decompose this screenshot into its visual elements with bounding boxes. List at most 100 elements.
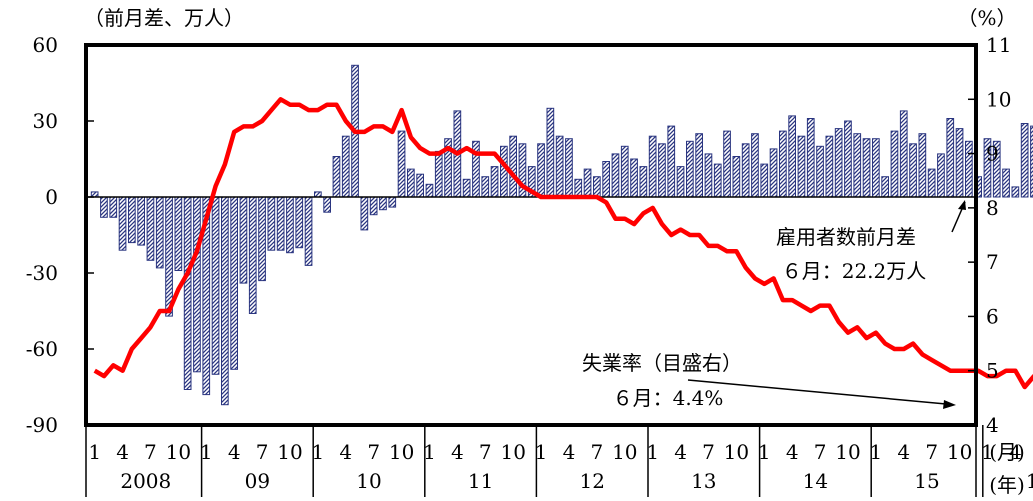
employment-bar — [304, 196, 313, 266]
year-label: 2008 — [120, 469, 171, 493]
unemployment-annotation-leader — [687, 379, 947, 405]
employment-bar — [602, 161, 610, 198]
employment-bar — [769, 148, 778, 198]
employment-bar — [704, 153, 713, 198]
employment-bar — [100, 196, 108, 218]
year-axis-unit: (年) — [989, 473, 1025, 497]
year-label: 10 — [356, 469, 381, 493]
employment-bar — [323, 196, 331, 213]
month-tick-label: 7 — [479, 440, 492, 464]
employment-bar — [416, 173, 424, 198]
employment-bar — [490, 166, 499, 198]
employment-bar — [295, 196, 304, 249]
employment-bar — [397, 130, 406, 198]
employment-bar — [955, 128, 964, 198]
unemployment-annotation-arrowhead — [943, 400, 956, 409]
employment-bar — [667, 125, 676, 198]
employment-bar — [760, 163, 769, 198]
employment-bar — [193, 196, 201, 373]
employment-bar — [574, 178, 583, 198]
employment-bar — [239, 196, 248, 284]
year-label: 09 — [245, 469, 270, 493]
employment-bar — [779, 130, 787, 198]
employment-bar — [211, 196, 220, 375]
month-axis-unit: (月) — [989, 440, 1025, 464]
employment-bar — [341, 135, 350, 198]
employment-bar — [723, 130, 731, 198]
month-tick-label: 4 — [563, 440, 576, 464]
month-tick-label: 10 — [389, 440, 414, 464]
employment-bar — [434, 150, 443, 198]
month-tick-label: 1 — [981, 440, 994, 464]
employment-bar — [620, 145, 629, 198]
employment-bar — [862, 138, 871, 198]
right-tick-label: 10 — [986, 87, 1011, 111]
employment-bar — [407, 168, 415, 198]
month-tick-label: 1 — [88, 440, 101, 464]
employment-annotation-arrowhead — [958, 200, 966, 210]
right-axis-unit: （%） — [957, 6, 1016, 30]
left-tick-label: -60 — [26, 337, 58, 361]
employment-bar — [937, 153, 945, 198]
left-tick-label: 60 — [33, 33, 58, 57]
employment-bar — [258, 196, 266, 282]
axis-ticks: 60 30 0 -30 -60 -90 11 10 9 8 7 6 5 4 — [26, 33, 1012, 437]
employment-bar — [118, 196, 127, 251]
employment-bar — [565, 138, 573, 198]
month-tick-label: 4 — [674, 440, 687, 464]
employment-bar — [816, 145, 824, 198]
employment-bar — [611, 153, 620, 198]
month-tick-label: 1 — [758, 440, 771, 464]
employment-bar — [546, 107, 555, 198]
employment-bar — [741, 143, 750, 198]
employment-bar — [379, 196, 387, 211]
month-tick-label: 10 — [724, 440, 749, 464]
employment-bar — [639, 166, 648, 198]
employment-bar — [90, 191, 99, 198]
employment-bar — [165, 196, 173, 317]
employment-bar — [853, 133, 862, 198]
employment-bar — [825, 135, 834, 198]
employment-bar — [509, 135, 517, 198]
employment-bar — [946, 118, 955, 198]
employment-bar — [537, 143, 545, 198]
month-tick-label: 10 — [277, 440, 302, 464]
month-tick-label: 1 — [535, 440, 548, 464]
employment-bar — [369, 196, 378, 216]
employment-bar — [137, 196, 146, 246]
year-label: 14 — [803, 469, 828, 493]
employment-annotation-value: ６月：22.2万人 — [782, 259, 927, 283]
employment-bar — [1002, 168, 1010, 198]
month-tick-label: 4 — [116, 440, 129, 464]
employment-bar — [648, 135, 657, 198]
employment-bar — [109, 196, 118, 218]
employment-bar — [230, 196, 239, 370]
right-tick-label: 11 — [986, 33, 1011, 57]
employment-bar — [676, 166, 685, 198]
employment-bar — [155, 196, 164, 269]
month-tick-label: 7 — [256, 440, 269, 464]
employment-bar — [844, 120, 852, 198]
right-tick-label: 9 — [986, 142, 999, 166]
employment-bar — [388, 196, 397, 208]
employment-bar — [686, 140, 694, 198]
month-tick-label: 10 — [612, 440, 637, 464]
month-tick-label: 4 — [451, 440, 464, 464]
employment-bar — [425, 183, 434, 198]
employment-bar — [1011, 186, 1020, 198]
month-tick-label: 1 — [870, 440, 883, 464]
employment-bar — [797, 135, 806, 198]
employment-bar — [481, 176, 490, 198]
employment-bar — [332, 156, 341, 198]
month-tick-label: 7 — [591, 440, 604, 464]
employment-bar — [965, 140, 973, 198]
employment-bar — [462, 178, 471, 198]
employment-bar — [593, 176, 601, 198]
month-tick-label: 10 — [947, 440, 972, 464]
unemployment-annotation-value: ６月：4.4% — [613, 386, 724, 410]
employment-bar — [583, 168, 592, 198]
employment-bar — [872, 138, 880, 198]
employment-bar — [983, 138, 992, 198]
plot-frame — [84, 43, 978, 427]
